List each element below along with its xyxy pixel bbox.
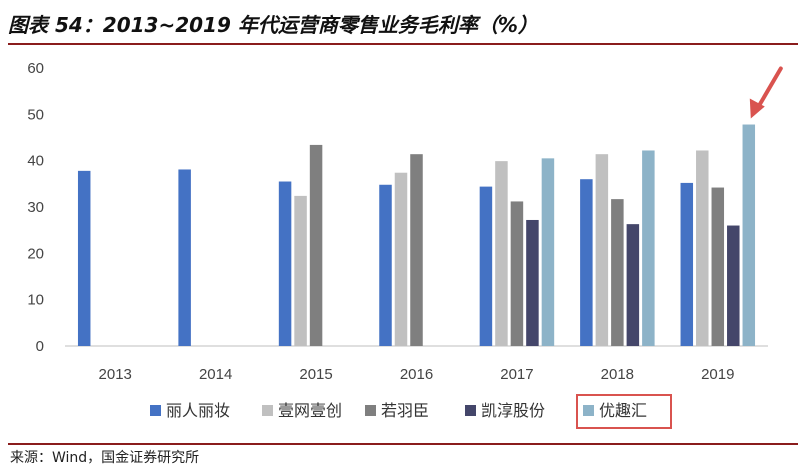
- bar-2018-优趣汇: [642, 150, 655, 346]
- legend-label: 优趣汇: [599, 401, 647, 420]
- y-tick-label: 40: [27, 153, 44, 170]
- bar-2017-优趣汇: [541, 158, 555, 346]
- bar-2017-若羽臣: [510, 201, 524, 346]
- title-divider: [8, 43, 798, 45]
- y-tick-label: 0: [36, 338, 44, 355]
- bar-2018-凯淳股份: [626, 224, 640, 346]
- legend-label: 凯淳股份: [481, 401, 545, 420]
- source-note: 来源：Wind，国金证券研究所: [10, 450, 200, 466]
- bar-2018-壹网壹创: [595, 154, 609, 346]
- x-tick-label: 2016: [400, 366, 433, 383]
- bar-2016-壹网壹创: [394, 172, 408, 346]
- x-tick-label: 2013: [99, 366, 132, 383]
- footer-divider: [8, 443, 798, 445]
- bar-2017-凯淳股份: [526, 219, 539, 346]
- y-tick-label: 60: [27, 60, 44, 77]
- bar-2014-丽人丽妆: [178, 169, 191, 346]
- bar-2017-丽人丽妆: [479, 186, 493, 346]
- bar-2019-若羽臣: [711, 187, 725, 346]
- bar-2018-丽人丽妆: [580, 179, 593, 346]
- x-tick-label: 2015: [299, 366, 332, 383]
- legend-swatch: [465, 405, 476, 416]
- arrow-head: [749, 98, 765, 119]
- bar-2018-若羽臣: [611, 199, 624, 346]
- y-tick-label: 20: [27, 245, 44, 262]
- bar-2017-壹网壹创: [495, 161, 508, 346]
- bar-2016-丽人丽妆: [379, 184, 392, 346]
- bar-2019-优趣汇: [742, 124, 756, 346]
- bar-2016-若羽臣: [410, 154, 423, 346]
- y-tick-label: 30: [27, 199, 44, 216]
- legend-swatch: [583, 405, 594, 416]
- bar-2019-丽人丽妆: [680, 182, 694, 346]
- legend-swatch: [150, 405, 161, 416]
- x-tick-label: 2019: [701, 366, 734, 383]
- bar-2015-丽人丽妆: [278, 181, 292, 346]
- legend-label: 若羽臣: [381, 401, 429, 420]
- bar-2019-壹网壹创: [696, 150, 709, 346]
- legend-label: 丽人丽妆: [166, 401, 230, 420]
- arrow-shaft: [754, 66, 783, 112]
- y-axis-ticks: 0 10 20 30 40 50 60: [27, 60, 44, 355]
- x-axis-ticks: 2013 2014 2015 2016 2017 2018 2019: [99, 366, 735, 383]
- chart-title: 图表 54：2013~2019 年代运营商零售业务毛利率（%）: [8, 13, 538, 37]
- legend-label: 壹网壹创: [278, 401, 342, 420]
- legend-highlight-box: [576, 394, 672, 429]
- bar-2015-若羽臣: [309, 144, 323, 346]
- y-tick-label: 10: [27, 292, 44, 309]
- x-tick-label: 2017: [500, 366, 533, 383]
- bar-2013-丽人丽妆: [77, 170, 91, 346]
- legend: 丽人丽妆 壹网壹创 若羽臣 凯淳股份 优趣汇: [150, 394, 672, 429]
- x-tick-label: 2018: [601, 366, 634, 383]
- bar-2015-壹网壹创: [294, 195, 307, 346]
- highlight-annotation: [749, 66, 783, 119]
- legend-swatch: [365, 405, 376, 416]
- bars: [77, 124, 756, 346]
- bar-2019-凯淳股份: [727, 225, 740, 346]
- x-tick-label: 2014: [199, 366, 232, 383]
- y-tick-label: 50: [27, 106, 44, 123]
- legend-swatch: [262, 405, 273, 416]
